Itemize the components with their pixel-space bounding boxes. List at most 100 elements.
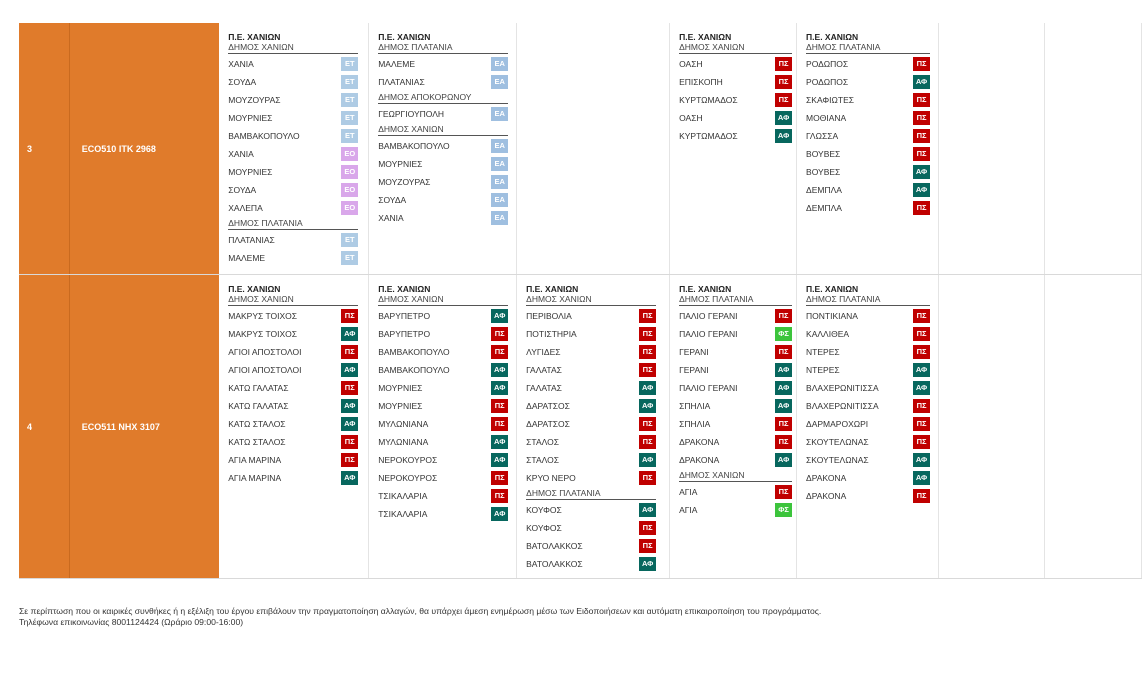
location-name: ΒΑΡΥΠΕΤΡΟ	[378, 329, 431, 339]
service-type-badge: ΑΦ	[913, 165, 931, 179]
service-type-badge: ΠΣ	[913, 309, 931, 323]
location-name: ΟΑΣΗ	[679, 113, 703, 123]
location-name: ΠΑΛΙΟ ΓΕΡΑΝΙ	[679, 311, 738, 321]
location-name: ΧΑΛΕΠΑ	[228, 203, 263, 213]
location-item: ΧΑΝΙΑ ET	[228, 56, 359, 74]
location-item: ΠΑΛΙΟ ΓΕΡΑΝΙ ΑΦ	[679, 380, 793, 398]
location-item: ΝΤΕΡΕΣ ΑΦ	[806, 362, 931, 380]
footer-notice-text: Σε περίπτωση που οι καιρικές συνθήκες ή …	[19, 606, 822, 616]
service-type-badge: ΠΣ	[639, 471, 657, 485]
service-type-badge: ΑΦ	[775, 399, 793, 413]
location-name: ΜΥΛΩΝΙΑΝΑ	[378, 419, 429, 429]
service-type-badge: EA	[491, 175, 509, 189]
location-item: ΕΠΙΣΚΟΠΗ ΠΣ	[679, 74, 793, 92]
service-type-badge: ΠΣ	[775, 435, 793, 449]
service-type-badge: ΠΣ	[913, 93, 931, 107]
service-type-badge: ΑΦ	[913, 471, 931, 485]
location-item: ΣΟΥΔΑ ET	[228, 74, 359, 92]
table-row: 4 ECO511 ΝΗΧ 3107 Π.Ε. ΧΑΝΙΩΝ ΔΗΜΟΣ ΧΑΝΙΩ…	[19, 274, 1142, 579]
service-type-badge: ΑΦ	[775, 129, 793, 143]
location-name: ΡΟΔΩΠΟΣ	[806, 77, 849, 87]
service-type-badge: ET	[341, 111, 359, 125]
day-cell	[1044, 274, 1142, 579]
location-item: ΓΕΡΑΝΙ ΠΣ	[679, 344, 793, 362]
location-name: ΠΛΑΤΑΝΙΑΣ	[228, 235, 275, 245]
location-name: ΣΤΑΛΟΣ	[526, 455, 559, 465]
location-name: ΜΑΚΡΥΣ ΤΟΙΧΟΣ	[228, 329, 298, 339]
service-type-badge: ΑΦ	[913, 363, 931, 377]
day-cell	[938, 274, 1046, 579]
location-name: ΚΡΥΟ ΝΕΡΟ	[526, 473, 576, 483]
location-item: ΣΤΑΛΟΣ ΠΣ	[526, 434, 657, 452]
service-type-badge: ΠΣ	[913, 399, 931, 413]
regional-unit-label: Π.Ε. ΧΑΝΙΩΝ	[228, 32, 281, 42]
location-item: ΔΡΑΚΟΝΑ ΑΦ	[806, 470, 931, 488]
service-type-badge: ΠΣ	[639, 363, 657, 377]
service-type-badge: EO	[341, 147, 359, 161]
service-type-badge: ΠΣ	[913, 147, 931, 161]
location-name: ΓΛΩΣΣΑ	[806, 131, 839, 141]
service-type-badge: ΠΣ	[913, 345, 931, 359]
location-name: ΓΕΡΑΝΙ	[679, 347, 709, 357]
location-item: ΓΛΩΣΣΑ ΠΣ	[806, 128, 931, 146]
service-type-badge: ΠΣ	[491, 399, 509, 413]
service-type-badge: ΠΣ	[341, 345, 359, 359]
location-item: ΡΟΔΩΠΟΣ ΠΣ	[806, 56, 931, 74]
location-item: ΒΟΥΒΕΣ ΠΣ	[806, 146, 931, 164]
location-item: ΜΟΥΡΝΙΕΣ EA	[378, 156, 509, 174]
location-item: ΜΟΘΙΑΝΑ ΠΣ	[806, 110, 931, 128]
service-type-badge: EO	[341, 201, 359, 215]
day-cell	[516, 23, 671, 275]
regional-unit-label: Π.Ε. ΧΑΝΙΩΝ	[806, 32, 859, 42]
service-type-badge: ΠΣ	[639, 435, 657, 449]
location-name: ΝΕΡΟΚΟΥΡΟΣ	[378, 455, 438, 465]
service-type-badge: ΠΣ	[639, 309, 657, 323]
location-name: ΒΑΜΒΑΚΟΠΟΥΛΟ	[228, 131, 300, 141]
location-item: ΝΤΕΡΕΣ ΠΣ	[806, 344, 931, 362]
service-type-badge: ΠΣ	[639, 539, 657, 553]
location-name: ΝΤΕΡΕΣ	[806, 365, 840, 375]
location-item: ΜΑΚΡΥΣ ΤΟΙΧΟΣ ΠΣ	[228, 308, 359, 326]
location-name: ΚΟΥΦΟΣ	[526, 505, 562, 515]
location-name: ΒΟΥΒΕΣ	[806, 167, 841, 177]
service-type-badge: ΑΦ	[775, 453, 793, 467]
location-item: ΝΕΡΟΚΟΥΡΟΣ ΠΣ	[378, 470, 509, 488]
location-item: ΚΡΥΟ ΝΕΡΟ ΠΣ	[526, 470, 657, 488]
location-item: ΚΟΥΦΟΣ ΠΣ	[526, 520, 657, 538]
municipality-label: ΔΗΜΟΣ ΠΛΑΤΑΝΙΑ	[526, 488, 657, 500]
location-name: ΣΚΟΥΤΕΛΩΝΑΣ	[806, 437, 869, 447]
location-item: ΒΑΤΟΛΑΚΚΟΣ ΑΦ	[526, 556, 657, 574]
location-item: ΣΚΑΦΙΩΤΕΣ ΠΣ	[806, 92, 931, 110]
location-name: ΓΕΩΡΓΙΟΥΠΟΛΗ	[378, 109, 445, 119]
service-type-badge: ΑΦ	[341, 471, 359, 485]
location-item: ΒΑΡΥΠΕΤΡΟ ΠΣ	[378, 326, 509, 344]
municipality-label: ΔΗΜΟΣ ΠΛΑΤΑΝΙΑ	[378, 42, 509, 54]
service-type-badge: ΠΣ	[639, 327, 657, 341]
location-name: ΣΟΥΔΑ	[228, 185, 257, 195]
location-name: ΣΠΗΛΙΑ	[679, 419, 711, 429]
location-name: ΚΑΛΛΙΘΕΑ	[806, 329, 850, 339]
service-type-badge: ΑΦ	[341, 363, 359, 377]
service-type-badge: EA	[491, 193, 509, 207]
service-type-badge: ΑΦ	[775, 381, 793, 395]
location-name: ΣΠΗΛΙΑ	[679, 401, 711, 411]
service-type-badge: ΠΣ	[775, 309, 793, 323]
location-item: ΜΑΚΡΥΣ ΤΟΙΧΟΣ ΑΦ	[228, 326, 359, 344]
service-type-badge: ΑΦ	[491, 363, 509, 377]
service-type-badge: ΑΦ	[491, 507, 509, 521]
location-name: ΓΑΛΑΤΑΣ	[526, 365, 562, 375]
service-type-badge: ΠΣ	[913, 201, 931, 215]
location-name: ΣΚΟΥΤΕΛΩΝΑΣ	[806, 455, 869, 465]
regional-unit-label: Π.Ε. ΧΑΝΙΩΝ	[526, 284, 579, 294]
location-item: ΠΑΛΙΟ ΓΕΡΑΝΙ ΦΣ	[679, 326, 793, 344]
location-name: ΡΟΔΩΠΟΣ	[806, 59, 849, 69]
municipality-label: ΔΗΜΟΣ ΧΑΝΙΩΝ	[228, 294, 359, 306]
location-name: ΜΟΥΡΝΙΕΣ	[228, 113, 273, 123]
location-item: ΜΟΥΡΝΙΕΣ ΠΣ	[378, 398, 509, 416]
location-name: ΑΓΙΟΙ ΑΠΟΣΤΟΛΟΙ	[228, 365, 302, 375]
service-type-badge: ET	[341, 75, 359, 89]
vehicle-code: ECO511 ΝΗΧ 3107	[69, 274, 220, 579]
location-name: ΜΟΘΙΑΝΑ	[806, 113, 847, 123]
location-item: ΒΟΥΒΕΣ ΑΦ	[806, 164, 931, 182]
municipality-label: ΔΗΜΟΣ ΑΠΟΚΟΡΩΝΟΥ	[378, 92, 509, 104]
